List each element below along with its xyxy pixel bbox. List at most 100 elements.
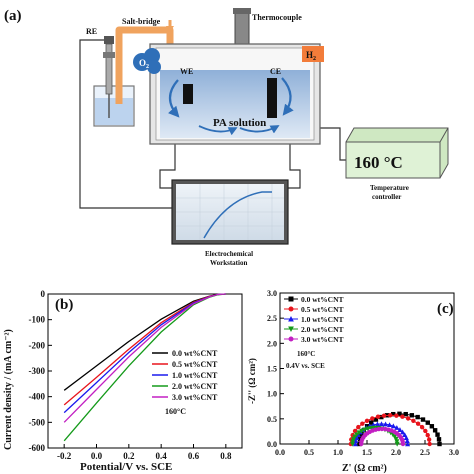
panel-b-xlabel: Potential/V vs. SCE bbox=[80, 461, 172, 473]
workstation-label-line1: Electrochemical bbox=[205, 250, 253, 258]
panel-c-temp-note: 160°C bbox=[297, 350, 315, 358]
panel-b-ylabel: Current density / (mA cm⁻²) bbox=[3, 329, 14, 450]
o2-bubble-icon bbox=[133, 48, 161, 74]
data-point bbox=[373, 417, 379, 422]
data-point bbox=[354, 435, 360, 440]
data-point bbox=[425, 432, 430, 438]
panel-b-label: (b) bbox=[55, 297, 73, 313]
y-tick-label: -500 bbox=[29, 417, 46, 427]
h2-label: H2 bbox=[306, 50, 316, 62]
y-tick-label: 2.5 bbox=[267, 314, 277, 323]
x-tick-label: 0.6 bbox=[188, 451, 200, 461]
legend-label: 0.5 wt%CNT bbox=[301, 305, 344, 314]
legend-marker bbox=[288, 326, 294, 332]
legend-label: 0.0 wt%CNT bbox=[301, 295, 344, 304]
counter-electrode bbox=[267, 78, 277, 118]
data-point bbox=[354, 432, 360, 438]
electrochemical-cell bbox=[149, 43, 321, 145]
y-tick-label: 0 bbox=[41, 289, 46, 299]
data-point bbox=[423, 428, 428, 434]
temp-display: 160 °C bbox=[354, 153, 403, 172]
legend-label: 1.0 wt%CNT bbox=[172, 371, 218, 380]
h2-tag bbox=[302, 46, 324, 62]
data-point bbox=[359, 432, 364, 437]
data-point bbox=[419, 424, 425, 430]
y-tick-label: 3.0 bbox=[267, 289, 277, 298]
data-point bbox=[415, 414, 420, 420]
temp-label-line2: controller bbox=[372, 193, 401, 201]
data-point bbox=[352, 441, 358, 447]
panel-a-label: (a) bbox=[4, 8, 22, 24]
panel-a: (a) RE Salt-bridge Thermocouple bbox=[4, 8, 449, 267]
series-line bbox=[63, 293, 226, 423]
data-point bbox=[364, 418, 370, 423]
data-point bbox=[381, 413, 387, 418]
panel-c-ylabel: -Z'' (Ω cm²) bbox=[247, 358, 257, 404]
data-point bbox=[393, 436, 399, 442]
curve-icon bbox=[203, 191, 272, 239]
o2-label: O2 bbox=[139, 58, 149, 70]
data-point bbox=[429, 424, 435, 429]
legend-label: 1.0 wt%CNT bbox=[301, 315, 344, 324]
panel-c-label: (c) bbox=[437, 301, 454, 317]
data-point bbox=[370, 416, 375, 421]
x-tick-label: 1.0 bbox=[333, 448, 343, 457]
data-point bbox=[394, 439, 400, 445]
x-tick-label: -0.2 bbox=[57, 451, 72, 461]
x-tick-label: 0.4 bbox=[156, 451, 168, 461]
data-point bbox=[394, 441, 400, 447]
panel-c-cond-note: 0.4V vs. SCE bbox=[286, 362, 325, 370]
data-point bbox=[375, 414, 381, 419]
legend-marker bbox=[288, 306, 294, 312]
reference-beaker bbox=[93, 36, 135, 127]
legend-marker bbox=[288, 336, 294, 342]
x-tick-label: 0.5 bbox=[304, 448, 314, 457]
y-tick-label: 1.0 bbox=[267, 390, 277, 399]
panel-c-xlabel: Z' (Ω cm²) bbox=[342, 463, 387, 474]
legend-label: 3.0 wt%CNT bbox=[172, 393, 218, 402]
y-tick-label: -100 bbox=[29, 315, 46, 325]
data-point bbox=[376, 426, 382, 432]
x-tick-label: 0.2 bbox=[123, 451, 135, 461]
data-point bbox=[411, 418, 416, 423]
data-point bbox=[426, 437, 432, 442]
data-point bbox=[387, 422, 393, 428]
legend-label: 0.5 wt%CNT bbox=[172, 360, 218, 369]
legend-label: 2.0 wt%CNT bbox=[172, 382, 218, 391]
we-arrow-icon bbox=[168, 79, 180, 118]
y-tick-label: -200 bbox=[29, 340, 46, 350]
legend-marker bbox=[288, 316, 294, 322]
ce-arrow-icon bbox=[281, 77, 294, 116]
x-tick-label: 3.0 bbox=[449, 448, 459, 457]
data-point bbox=[356, 430, 362, 436]
data-point bbox=[397, 427, 403, 432]
data-point bbox=[405, 416, 411, 421]
data-point bbox=[356, 424, 361, 430]
thermocouple-label: Thermocouple bbox=[252, 13, 302, 22]
y-tick-label: 2.0 bbox=[267, 339, 277, 348]
data-point bbox=[405, 441, 411, 447]
data-point bbox=[379, 414, 384, 420]
data-point bbox=[388, 413, 393, 418]
x-tick-label: 1.5 bbox=[362, 448, 372, 457]
data-point bbox=[436, 437, 442, 442]
y-tick-label: 0.5 bbox=[267, 415, 277, 424]
legend-label: 2.0 wt%CNT bbox=[301, 325, 344, 334]
legend-label: 0.0 wt%CNT bbox=[172, 349, 218, 358]
data-point bbox=[420, 417, 426, 422]
data-point bbox=[425, 420, 430, 425]
data-point bbox=[435, 432, 440, 437]
y-tick-label: 0.0 bbox=[267, 440, 277, 449]
data-point bbox=[400, 429, 406, 435]
data-point bbox=[359, 428, 365, 434]
data-point bbox=[415, 421, 421, 426]
data-point bbox=[360, 421, 365, 426]
data-point bbox=[403, 411, 408, 417]
y-tick-label: -400 bbox=[29, 392, 46, 402]
we-label: WE bbox=[180, 67, 193, 76]
data-point bbox=[404, 438, 410, 444]
working-electrode bbox=[183, 84, 193, 104]
data-point bbox=[391, 411, 396, 417]
x-tick-label: 0.8 bbox=[220, 451, 232, 461]
